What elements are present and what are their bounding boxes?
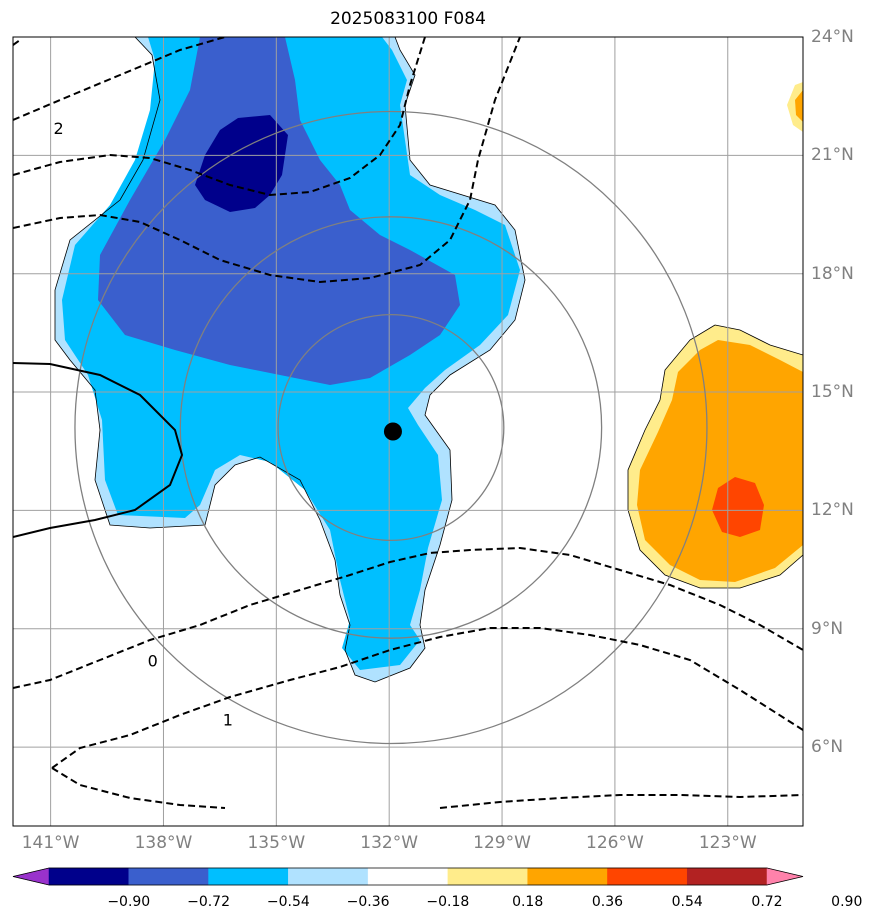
colorbar-tick-label: 0.54 <box>671 894 703 910</box>
lon-tick-label: 138°W <box>134 833 193 853</box>
colorbar-segment <box>367 867 449 886</box>
lat-tick-label: 9°N <box>811 618 844 639</box>
range-ring <box>277 313 505 542</box>
colorbar-tick-label: 0.18 <box>512 894 544 910</box>
lat-tick-label: 21°N <box>811 145 854 166</box>
colorbar-extend-high <box>766 867 804 886</box>
lon-tick-label: 129°W <box>473 833 531 853</box>
colorbar <box>12 867 804 886</box>
shade-orange-red <box>712 477 764 537</box>
map-title: 2025083100 F084 <box>330 9 486 29</box>
colorbar-segment <box>128 867 209 886</box>
lat-tick-label: 18°N <box>811 263 854 284</box>
lat-tick-label: 6°N <box>811 737 844 758</box>
lat-tick-label: 15°N <box>811 382 854 403</box>
lon-tick-label: 141°W <box>21 833 80 853</box>
colorbar-extend-low <box>12 867 50 886</box>
colorbar-segment <box>447 867 528 886</box>
colorbar-tick-label: 0.90 <box>831 894 863 910</box>
range-ring <box>179 216 603 639</box>
colorbar-segment <box>48 867 130 886</box>
contour-label-bg <box>51 119 66 138</box>
colorbar-tick-label: −0.36 <box>346 894 390 910</box>
contour-label: 0 <box>148 651 158 670</box>
contour-label-bg <box>220 711 235 730</box>
colorbar-tick-label: −0.90 <box>107 894 151 910</box>
colorbar-segment <box>288 867 369 886</box>
shade-dark-blue <box>195 115 288 212</box>
colorbar-tick-label: 0.72 <box>751 894 783 910</box>
colorbar-segment <box>607 867 688 886</box>
lat-tick-label: 12°N <box>811 500 854 521</box>
colorbar-segment <box>686 867 768 886</box>
colorbar-tick-label: 0.36 <box>591 894 624 910</box>
lon-tick-label: 123°W <box>698 833 757 853</box>
storm-center-marker <box>383 422 402 441</box>
lat-tick-label: 24°N <box>811 27 854 47</box>
colorbar-segment <box>527 867 608 886</box>
shade-orange <box>637 340 803 582</box>
range-ring <box>74 110 708 745</box>
lon-tick-label: 126°W <box>586 833 644 853</box>
shade-orange-ne <box>795 90 803 122</box>
colorbar-tick-label: −0.18 <box>426 894 470 910</box>
contour-label: 2 <box>54 119 64 138</box>
colorbar-outline <box>12 867 804 886</box>
colorbar-tick-label: −0.54 <box>266 894 310 910</box>
lon-tick-label: 135°W <box>247 833 306 853</box>
contour-label-bg <box>145 652 160 671</box>
contour-label: 1 <box>223 711 233 730</box>
colorbar-tick-label: −0.72 <box>187 894 230 910</box>
shade-royal-blue <box>98 37 460 385</box>
contour-solid <box>13 362 184 538</box>
lon-tick-label: 132°W <box>360 833 419 853</box>
colorbar-segment <box>208 867 289 886</box>
shade-light-yellow-ne <box>787 82 803 132</box>
